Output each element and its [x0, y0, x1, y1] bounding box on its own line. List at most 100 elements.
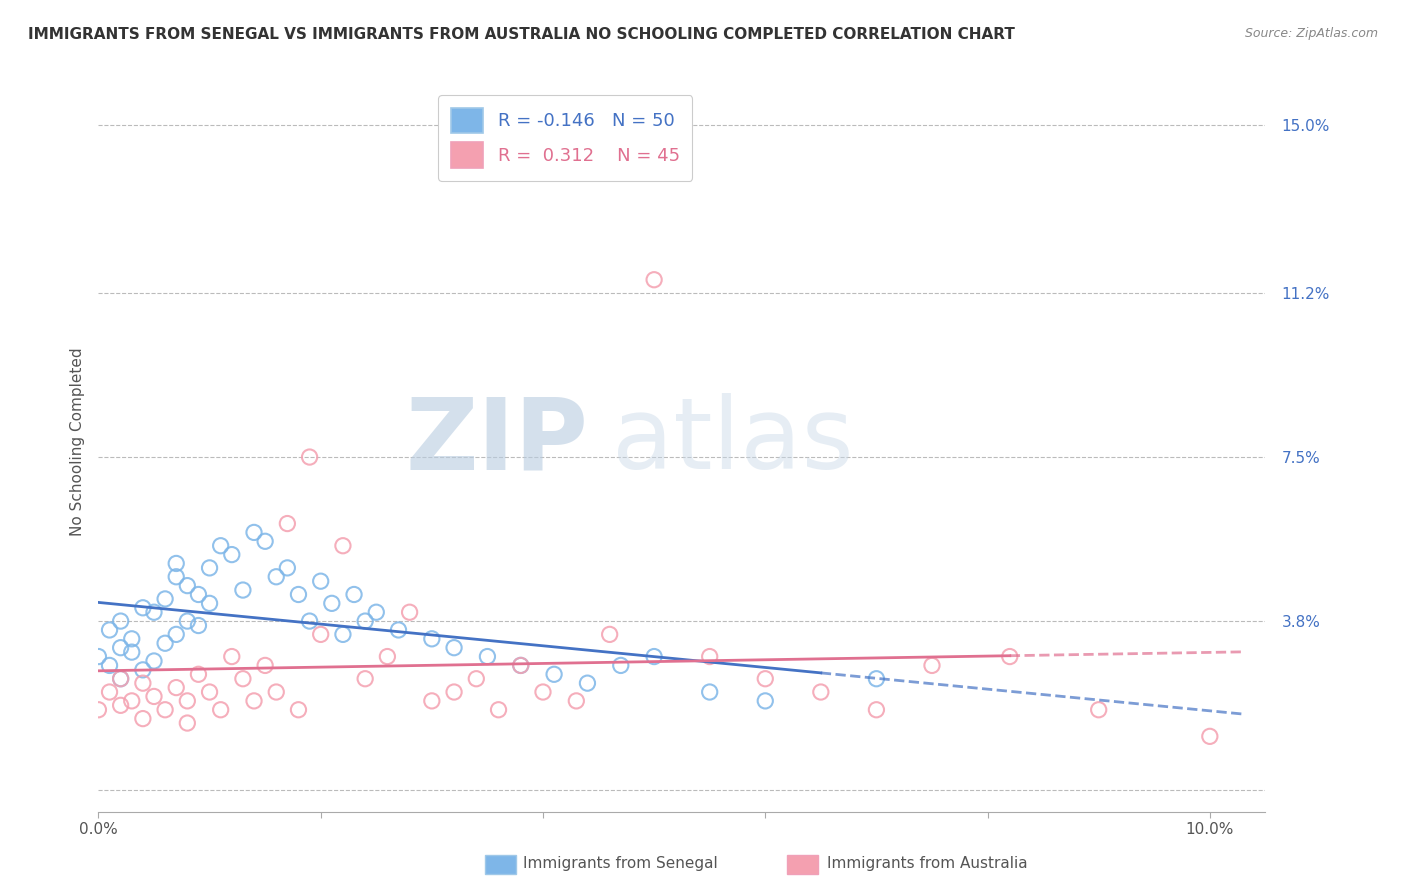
Point	[264, 685, 287, 699]
Point	[187, 618, 209, 632]
Legend: R = -0.146   N = 50, R =  0.312    N = 45: R = -0.146 N = 50, R = 0.312 N = 45	[439, 95, 692, 180]
Point	[87, 649, 110, 664]
Point	[143, 690, 166, 704]
Text: Immigrants from Senegal: Immigrants from Senegal	[523, 856, 718, 871]
Point	[921, 658, 943, 673]
Point	[699, 649, 721, 664]
Point	[643, 273, 665, 287]
Point	[643, 649, 665, 664]
Point	[354, 614, 377, 628]
Point	[1087, 703, 1109, 717]
Point	[176, 694, 198, 708]
Point	[264, 570, 287, 584]
Point	[287, 587, 309, 601]
Point	[176, 579, 198, 593]
Point	[754, 694, 776, 708]
Point	[110, 672, 132, 686]
Point	[332, 627, 354, 641]
Point	[87, 703, 110, 717]
Point	[543, 667, 565, 681]
Point	[865, 672, 887, 686]
Point	[232, 582, 254, 597]
Point	[420, 632, 443, 646]
Y-axis label: No Schooling Completed: No Schooling Completed	[69, 347, 84, 536]
Point	[209, 539, 232, 553]
Point	[610, 658, 633, 673]
Point	[132, 712, 155, 726]
Point	[209, 703, 232, 717]
Text: Immigrants from Australia: Immigrants from Australia	[827, 856, 1028, 871]
Point	[98, 623, 121, 637]
Point	[98, 685, 121, 699]
Point	[477, 649, 499, 664]
Point	[232, 672, 254, 686]
Point	[366, 605, 388, 619]
Text: ZIP: ZIP	[406, 393, 589, 490]
Point	[187, 667, 209, 681]
Point	[165, 570, 187, 584]
Point	[165, 557, 187, 571]
Point	[153, 636, 176, 650]
Point	[576, 676, 599, 690]
Point	[221, 548, 243, 562]
Point	[143, 605, 166, 619]
Point	[221, 649, 243, 664]
Point	[132, 676, 155, 690]
Point	[488, 703, 510, 717]
Point	[121, 694, 143, 708]
Point	[565, 694, 588, 708]
Text: Source: ZipAtlas.com: Source: ZipAtlas.com	[1244, 27, 1378, 40]
Point	[699, 685, 721, 699]
Point	[465, 672, 488, 686]
Point	[309, 574, 332, 589]
Point	[110, 698, 132, 713]
Text: IMMIGRANTS FROM SENEGAL VS IMMIGRANTS FROM AUSTRALIA NO SCHOOLING COMPLETED CORR: IMMIGRANTS FROM SENEGAL VS IMMIGRANTS FR…	[28, 27, 1015, 42]
Point	[287, 703, 309, 717]
Point	[420, 694, 443, 708]
Point	[276, 516, 298, 531]
Point	[509, 658, 531, 673]
Point	[198, 561, 221, 575]
Point	[132, 663, 155, 677]
Point	[121, 645, 143, 659]
Point	[254, 534, 277, 549]
Point	[387, 623, 409, 637]
Point	[98, 658, 121, 673]
Point	[165, 627, 187, 641]
Point	[153, 703, 176, 717]
Point	[398, 605, 420, 619]
Point	[343, 587, 366, 601]
Point	[243, 525, 266, 540]
Point	[165, 681, 187, 695]
Point	[198, 596, 221, 610]
Point	[810, 685, 832, 699]
Point	[254, 658, 277, 673]
Point	[354, 672, 377, 686]
Text: atlas: atlas	[612, 393, 853, 490]
Point	[321, 596, 343, 610]
Point	[110, 614, 132, 628]
Point	[176, 614, 198, 628]
Point	[298, 450, 321, 464]
Point	[243, 694, 266, 708]
Point	[187, 587, 209, 601]
Point	[132, 600, 155, 615]
Point	[377, 649, 399, 664]
Point	[110, 640, 132, 655]
Point	[143, 654, 166, 668]
Point	[599, 627, 621, 641]
Point	[865, 703, 887, 717]
Point	[443, 640, 465, 655]
Point	[309, 627, 332, 641]
Point	[509, 658, 531, 673]
Point	[121, 632, 143, 646]
Point	[198, 685, 221, 699]
Point	[1198, 730, 1220, 744]
Point	[998, 649, 1021, 664]
Point	[332, 539, 354, 553]
Point	[531, 685, 554, 699]
Point	[153, 591, 176, 606]
Point	[276, 561, 298, 575]
Point	[110, 672, 132, 686]
Point	[443, 685, 465, 699]
